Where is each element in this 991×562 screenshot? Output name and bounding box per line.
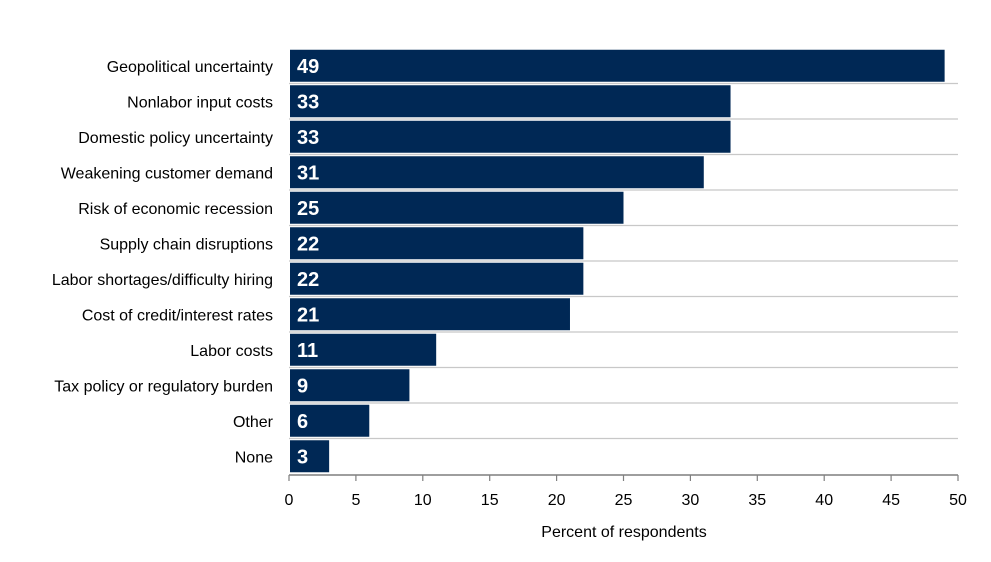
category-label: None xyxy=(235,449,273,466)
bar-data-label: 33 xyxy=(297,91,319,113)
x-tick-label: 30 xyxy=(682,492,700,509)
category-label: Labor costs xyxy=(190,343,273,360)
bar xyxy=(290,49,945,82)
category-label: Cost of credit/interest rates xyxy=(82,307,273,324)
x-tick-label: 25 xyxy=(615,492,633,509)
bar xyxy=(290,404,370,437)
bar-data-label: 21 xyxy=(297,304,319,326)
bar-data-label: 49 xyxy=(297,56,319,78)
x-tick-label: 50 xyxy=(949,492,967,509)
x-tick-label: 10 xyxy=(414,492,432,509)
category-label: Weakening customer demand xyxy=(61,165,273,182)
bar xyxy=(290,191,624,224)
bar xyxy=(290,85,731,118)
category-label: Geopolitical uncertainty xyxy=(107,59,273,76)
category-label: Risk of economic recession xyxy=(78,201,273,218)
x-tick-label: 0 xyxy=(285,492,294,509)
bars xyxy=(290,49,945,473)
grid-lines xyxy=(289,82,958,440)
bar-data-labels: 49 33 33 31 25 22 22 21 11 9 6 3 xyxy=(297,56,319,469)
x-tick-label: 40 xyxy=(815,492,833,509)
category-label: Nonlabor input costs xyxy=(127,94,273,111)
bar-data-label: 25 xyxy=(297,198,319,220)
bar xyxy=(290,156,704,189)
category-label: Labor shortages/difficulty hiring xyxy=(52,272,273,289)
bar-data-label: 9 xyxy=(297,375,308,397)
bar xyxy=(290,120,731,153)
x-tick-label: 5 xyxy=(351,492,360,509)
x-tick-label: 45 xyxy=(882,492,900,509)
bar-data-label: 6 xyxy=(297,411,308,433)
bar-data-label: 33 xyxy=(297,127,319,149)
bar-data-label: 11 xyxy=(297,340,318,362)
category-label: Domestic policy uncertainty xyxy=(78,130,273,147)
bar-data-label: 22 xyxy=(297,269,319,291)
category-label: Supply chain disruptions xyxy=(100,236,273,253)
bar xyxy=(290,333,437,366)
bar-data-label: 22 xyxy=(297,233,319,255)
category-labels: Geopolitical uncertainty Nonlabor input c… xyxy=(52,59,274,467)
x-axis-title: Percent of respondents xyxy=(541,524,706,541)
bar-data-label: 3 xyxy=(297,446,308,468)
bar xyxy=(290,440,330,473)
x-tick-label: 20 xyxy=(548,492,566,509)
bar xyxy=(290,227,584,260)
x-axis: 0 5 10 15 20 25 30 35 40 45 50 xyxy=(285,474,967,509)
bar xyxy=(290,369,410,402)
bar-data-label: 31 xyxy=(297,162,319,184)
x-tick-label: 35 xyxy=(748,492,766,509)
x-tick-label: 15 xyxy=(481,492,499,509)
category-label: Tax policy or regulatory burden xyxy=(54,378,273,395)
category-label: Other xyxy=(233,414,274,431)
bar xyxy=(290,298,570,331)
bar xyxy=(290,262,584,295)
